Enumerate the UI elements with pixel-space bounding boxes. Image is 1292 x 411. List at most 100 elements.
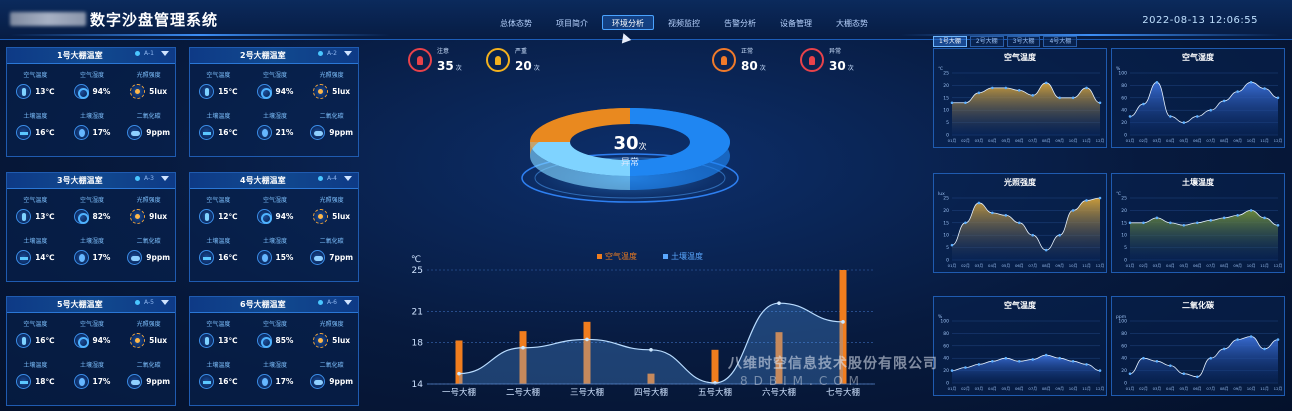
mini-area bbox=[1130, 210, 1278, 260]
greenhouse-select[interactable]: A-3 bbox=[135, 175, 169, 182]
light-icon bbox=[130, 84, 146, 99]
nav-item[interactable]: 大棚态势 bbox=[836, 19, 868, 28]
greenhouse-select[interactable]: A-4 bbox=[318, 175, 352, 182]
mini-point-7 bbox=[1044, 248, 1048, 252]
nav-item[interactable]: 设备管理 bbox=[780, 19, 812, 28]
mini-point-0 bbox=[950, 369, 954, 372]
mini-line bbox=[1129, 81, 1279, 124]
metric-value-row: 15℃ 94% 5lux bbox=[190, 84, 360, 99]
y-tick-label: 21 bbox=[412, 307, 423, 317]
metric-value-air-hum: 82% bbox=[92, 212, 111, 221]
mini-point-11 bbox=[1276, 223, 1280, 227]
chevron-down-icon[interactable] bbox=[161, 300, 169, 305]
alarm-count: 20 bbox=[515, 59, 532, 73]
mini-x-tick: 12月 bbox=[1274, 386, 1283, 391]
mini-y-tick: 60 bbox=[943, 343, 949, 349]
metric-cell: 18℃ bbox=[8, 374, 62, 389]
alarm-donut-chart bbox=[512, 108, 748, 206]
status-dot-icon bbox=[318, 300, 324, 305]
mini-x-tick: 01月 bbox=[1126, 138, 1135, 143]
mini-chart-svg: lux 0 5 10 15 20 25 01月 02月 03月 04月 05月 06月 07月 08月 09月… bbox=[938, 191, 1105, 268]
nav-item[interactable]: 告警分析 bbox=[724, 19, 756, 28]
greenhouse-panel: 3号大棚温室 A-3 空气温度 空气湿度 光照强度 13℃ 82% 9lux 土壤温度 土壤湿度 二… bbox=[6, 172, 176, 282]
metric-value-co2: 9ppm bbox=[329, 377, 354, 386]
greenhouse-select[interactable]: A-6 bbox=[318, 299, 352, 306]
alarm-text: 正常 80 次 bbox=[741, 46, 766, 74]
metric-label: 土壤湿度 bbox=[79, 362, 104, 369]
chevron-down-icon[interactable] bbox=[344, 300, 352, 305]
metric-cell: 16℃ bbox=[191, 125, 245, 140]
mini-chart-air-humidity: 空气湿度% 0 20 40 60 80 100 01月 02月 03月 04月 05月 06月 07月 08… bbox=[1111, 48, 1285, 148]
greenhouse-select[interactable]: A-2 bbox=[318, 50, 352, 57]
tab-greenhouse[interactable]: 1号大棚 bbox=[933, 36, 967, 47]
greenhouse-select[interactable]: A-1 bbox=[135, 50, 169, 57]
alarm-item: 注意 35 次 bbox=[408, 46, 462, 74]
metric-value-row: 13℃ 82% 9lux bbox=[7, 209, 177, 224]
mini-x-tick: 04月 bbox=[988, 386, 997, 391]
mini-x-tick: 01月 bbox=[948, 263, 957, 268]
mini-x-tick: 05月 bbox=[1179, 263, 1188, 268]
metric-value-soil-temp: 16℃ bbox=[218, 377, 238, 386]
metric-label-row: 土壤温度 土壤湿度 二氧化碳 bbox=[190, 360, 360, 369]
mini-point-3 bbox=[1169, 221, 1172, 225]
line-point-3 bbox=[649, 348, 653, 352]
greenhouse-title: 3号大棚温室 bbox=[57, 176, 103, 185]
mini-y-tick: 25 bbox=[943, 71, 949, 77]
metric-value-air-temp: 13℃ bbox=[35, 87, 55, 96]
alarm-text: 注意 35 次 bbox=[437, 46, 462, 74]
donut-slice bbox=[630, 108, 730, 176]
mini-point-0 bbox=[1128, 115, 1132, 118]
mini-x-tick: 09月 bbox=[1233, 386, 1242, 391]
chevron-down-icon[interactable] bbox=[161, 176, 169, 181]
nav-item[interactable]: 视频监控 bbox=[668, 19, 700, 28]
mini-x-tick: 12月 bbox=[1096, 263, 1105, 268]
greenhouse-select[interactable]: A-5 bbox=[135, 299, 169, 306]
donut-value: 30 bbox=[613, 133, 639, 154]
alarm-item: 异常 30 次 bbox=[800, 46, 854, 74]
metric-value-light: 5lux bbox=[332, 336, 351, 345]
greenhouse-code: A-5 bbox=[144, 299, 154, 306]
metric-label: 空气湿度 bbox=[262, 321, 287, 328]
nav-item[interactable]: 环境分析 bbox=[602, 15, 654, 30]
metric-label: 光照强度 bbox=[136, 197, 161, 204]
mini-point-2 bbox=[1155, 216, 1159, 220]
tab-greenhouse[interactable]: 4号大棚 bbox=[1043, 36, 1078, 47]
chevron-down-icon[interactable] bbox=[344, 176, 352, 181]
metric-cell: 14℃ bbox=[8, 250, 62, 265]
metric-value-air-hum: 85% bbox=[275, 336, 294, 345]
alarm-count: 35 bbox=[437, 59, 454, 73]
mini-x-tick: 09月 bbox=[1233, 263, 1242, 268]
metric-label: 空气温度 bbox=[206, 197, 231, 204]
metric-label: 空气温度 bbox=[23, 197, 48, 204]
mini-x-tick: 03月 bbox=[975, 138, 984, 143]
alarm-bell-icon bbox=[408, 48, 432, 72]
mini-point-8 bbox=[1058, 233, 1061, 237]
metric-label: 二氧化碳 bbox=[136, 238, 161, 245]
mini-chart-soil-temp: 土壤温度 ℃ 0 5 10 15 20 25 01月 02月 03月 04月 05月 06月 07月 08月 0… bbox=[1111, 173, 1285, 273]
soil-hum-icon bbox=[73, 374, 89, 389]
metric-value-soil-hum: 17% bbox=[275, 377, 294, 386]
nav-item[interactable]: 项目简介 bbox=[556, 19, 588, 28]
metric-cell: 13℃ bbox=[8, 209, 62, 224]
metric-cell: 9ppm bbox=[122, 374, 176, 389]
metric-cell: 5lux bbox=[122, 84, 176, 99]
mini-y-tick: 15 bbox=[943, 95, 949, 101]
nav-item[interactable]: 总体态势 bbox=[500, 19, 532, 28]
tab-greenhouse[interactable]: 3号大棚 bbox=[1006, 36, 1041, 47]
metric-cell: 17% bbox=[65, 250, 119, 265]
mini-chart-co2: 二氧化碳 ppm 0 20 40 60 80 100 01月 02月 03月 04月 05月 06月 07月… bbox=[1111, 296, 1285, 396]
mini-point-7 bbox=[1222, 347, 1226, 351]
mini-x-tick: 10月 bbox=[1069, 138, 1078, 143]
greenhouse-code: A-3 bbox=[144, 175, 154, 182]
mini-x-tick: 04月 bbox=[988, 138, 997, 143]
chevron-down-icon[interactable] bbox=[344, 51, 352, 56]
mini-x-tick: 04月 bbox=[1166, 263, 1175, 268]
metric-cell: 13℃ bbox=[191, 333, 245, 348]
chevron-down-icon[interactable] bbox=[161, 51, 169, 56]
bar-2 bbox=[583, 321, 591, 384]
metric-label: 二氧化碳 bbox=[319, 362, 344, 369]
air-temp-icon bbox=[199, 333, 215, 348]
tab-greenhouse[interactable]: 2号大棚 bbox=[969, 36, 1004, 47]
greenhouse-header: 5号大棚温室 A-5 bbox=[7, 297, 175, 313]
mini-x-tick: 04月 bbox=[1166, 386, 1175, 391]
